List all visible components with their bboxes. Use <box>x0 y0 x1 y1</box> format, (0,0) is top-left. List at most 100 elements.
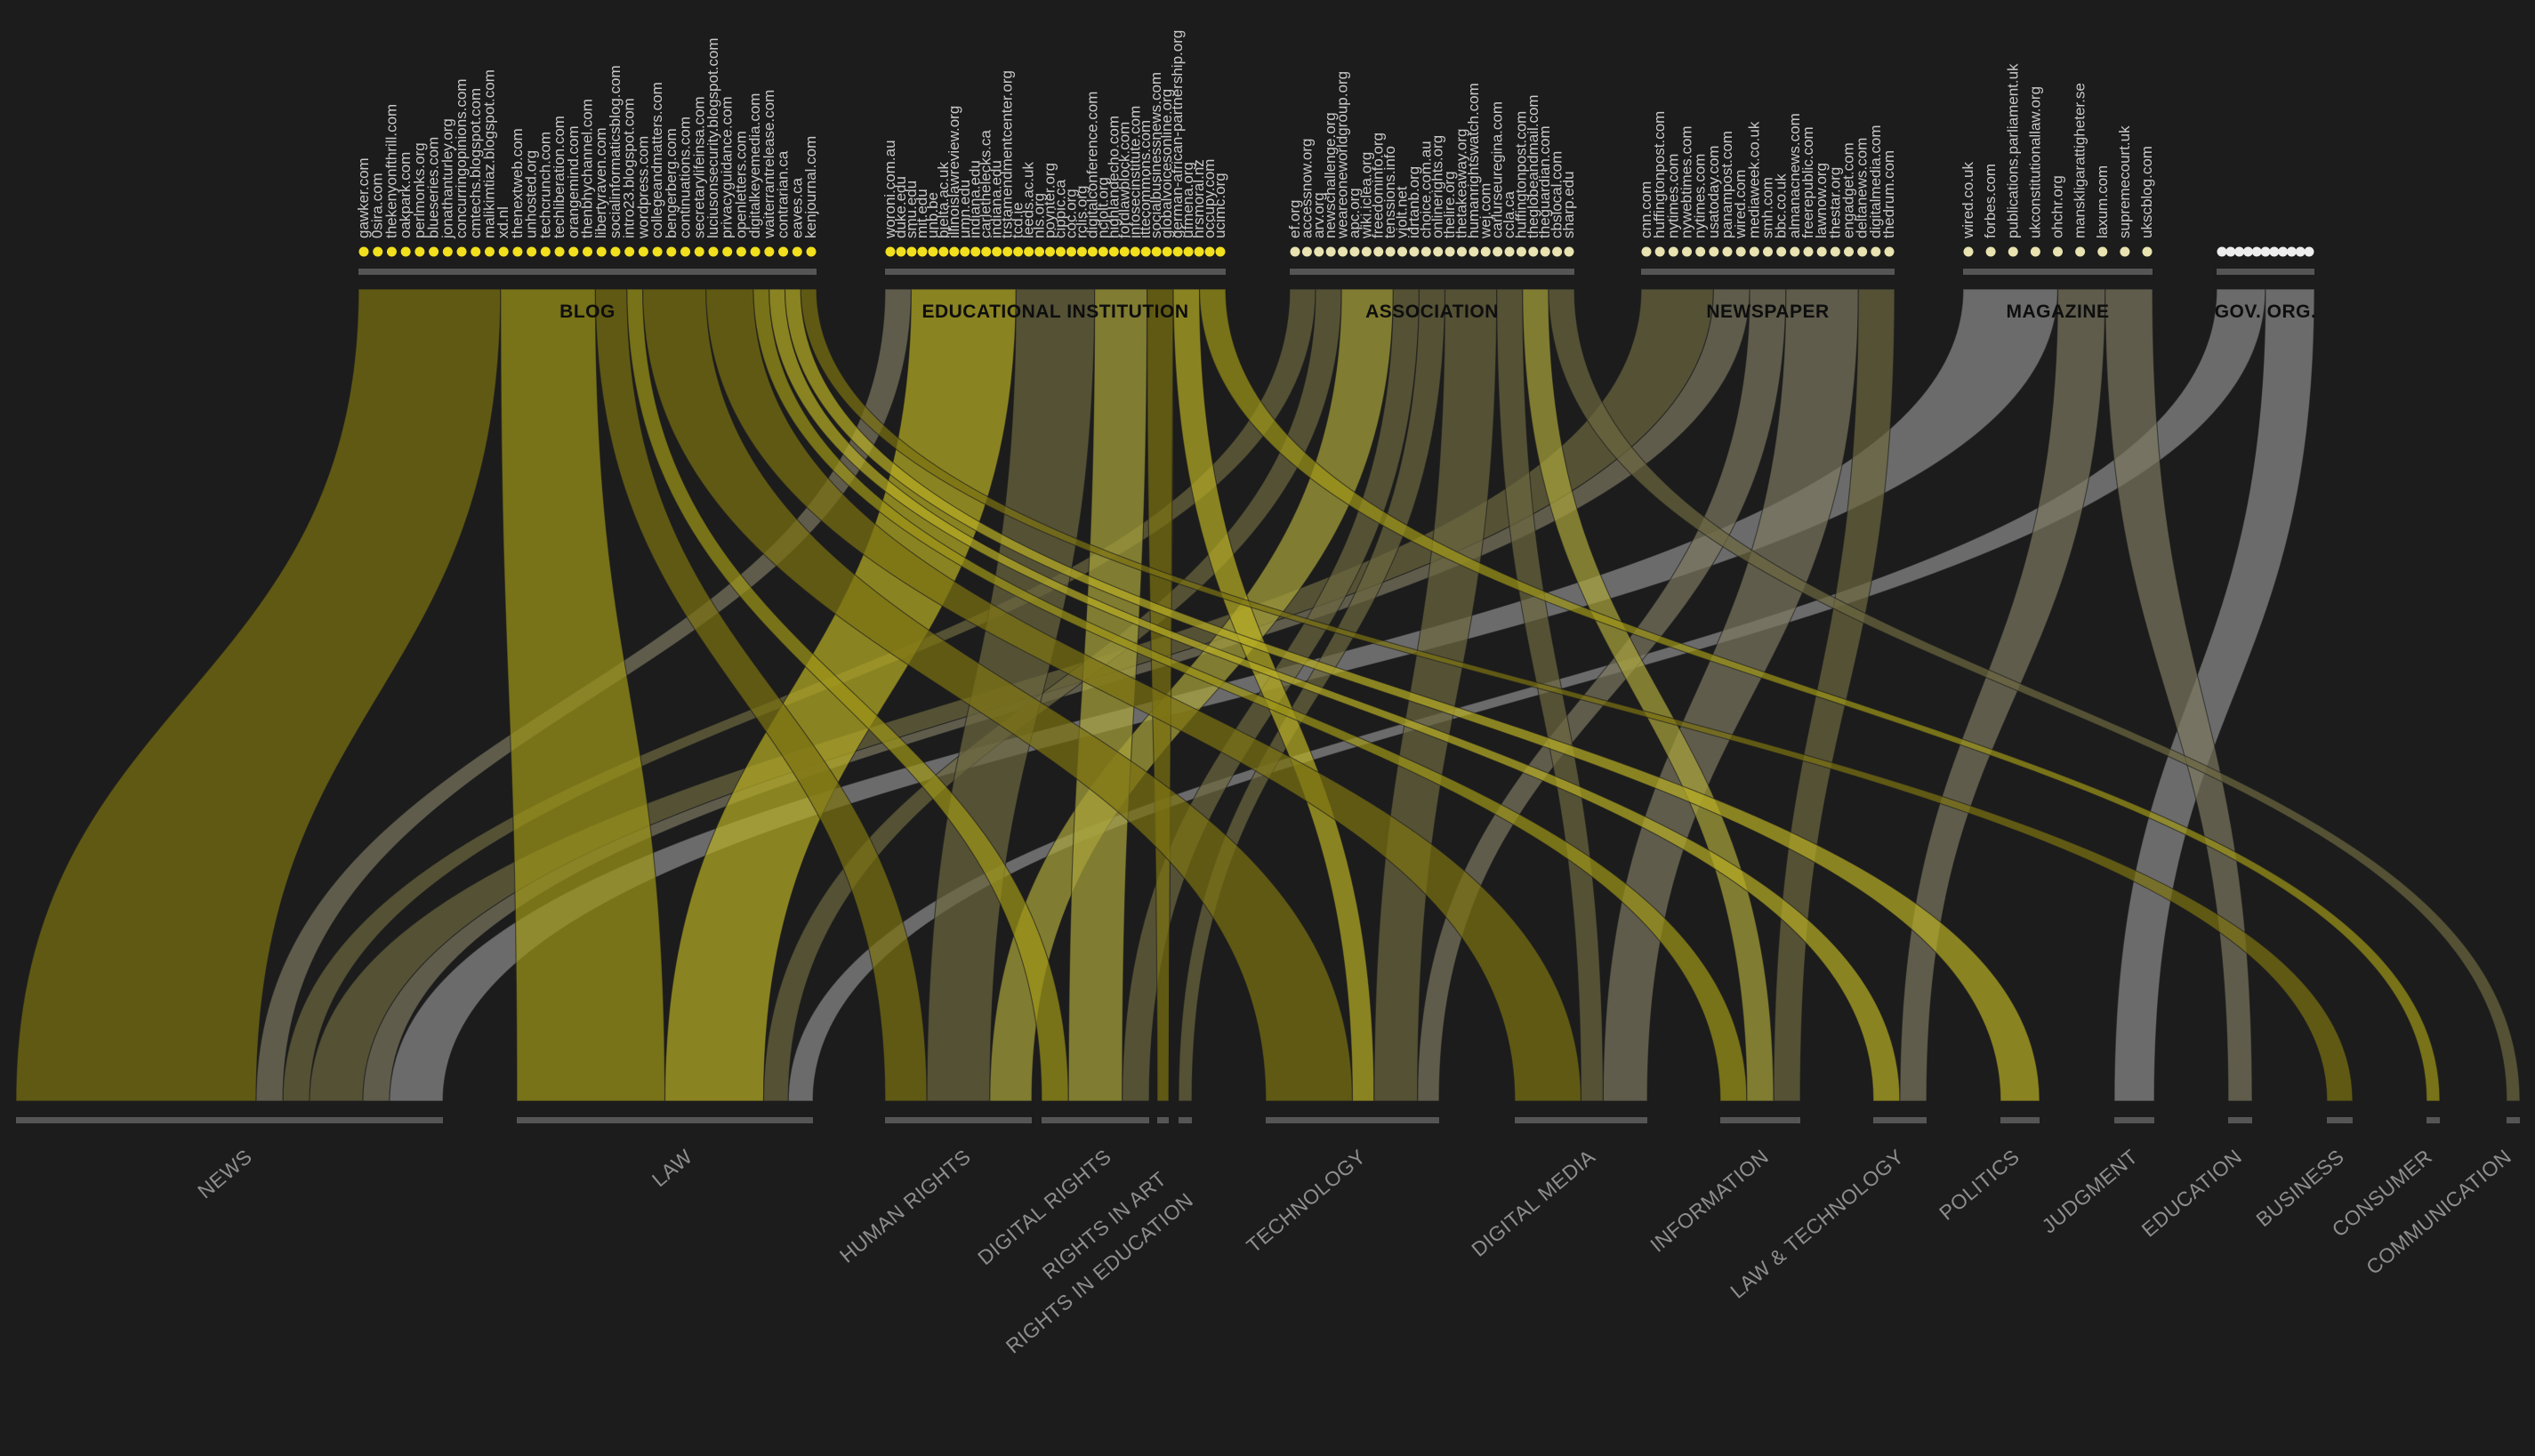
site-label[interactable]: trstamendmentcenter.org <box>999 70 1016 238</box>
site-dot[interactable] <box>2304 246 2314 257</box>
site-label[interactable]: panampost.com <box>1718 131 1735 238</box>
site-dot[interactable] <box>1290 246 1300 257</box>
site-label[interactable]: idrtanb.org <box>1405 166 1422 238</box>
site-label[interactable]: cbslocal.com <box>1549 151 1565 238</box>
site-dot[interactable] <box>885 246 896 257</box>
site-label[interactable]: ukscblog.com <box>2138 146 2155 238</box>
site-label[interactable]: perlmonks.org <box>411 142 428 238</box>
site-label[interactable]: thedrum.com <box>1880 150 1897 238</box>
site-dot[interactable] <box>1528 246 1539 257</box>
site-dot[interactable] <box>1098 246 1108 257</box>
site-label[interactable]: orangemind.com <box>565 125 582 238</box>
site-dot[interactable] <box>806 246 817 257</box>
site-dot[interactable] <box>981 246 992 257</box>
site-dot[interactable] <box>624 246 635 257</box>
site-label[interactable]: almanacnews.com <box>1786 113 1803 238</box>
site-label[interactable]: continuations.com <box>677 117 694 238</box>
site-dot[interactable] <box>2278 246 2289 257</box>
site-label[interactable]: jonathanturley.org <box>439 118 455 239</box>
site-dot[interactable] <box>373 246 383 257</box>
site-dot[interactable] <box>1985 246 1996 257</box>
site-label[interactable]: gawker.com <box>355 157 372 238</box>
site-dot[interactable] <box>1857 246 1868 257</box>
site-dot[interactable] <box>949 246 960 257</box>
site-label[interactable]: usatoday.com <box>1705 145 1722 238</box>
site-dot[interactable] <box>554 246 565 257</box>
site-dot[interactable] <box>442 246 453 257</box>
site-label[interactable]: digitalmedia.com <box>1867 125 1884 238</box>
site-dot[interactable] <box>2008 246 2018 257</box>
site-dot[interactable] <box>938 246 949 257</box>
site-label[interactable]: thenbhychannel.com <box>579 99 596 238</box>
site-label[interactable]: ccla.ca <box>1501 191 1517 238</box>
site-dot[interactable] <box>1055 246 1066 257</box>
site-label[interactable]: openletters.com <box>732 131 749 238</box>
site-dot[interactable] <box>610 246 621 257</box>
site-dot[interactable] <box>1493 246 1503 257</box>
site-dot[interactable] <box>583 246 592 257</box>
site-dot[interactable] <box>2295 246 2306 257</box>
site-label[interactable]: thekenyonfthrill.com <box>382 104 399 238</box>
site-dot[interactable] <box>358 246 369 257</box>
site-label[interactable]: techliberation.com <box>551 116 567 238</box>
site-label[interactable]: xd.nl <box>495 206 511 238</box>
site-dot[interactable] <box>1002 246 1013 257</box>
site-dot[interactable] <box>2142 246 2153 257</box>
site-dot[interactable] <box>1871 246 1881 257</box>
site-label[interactable]: waiterrantrelease.com <box>760 90 777 239</box>
site-label[interactable]: concurringopinions.com <box>453 78 470 238</box>
site-label[interactable]: luciusonsecurity.blogspot.com <box>704 37 721 238</box>
site-label[interactable]: laxum.com <box>2094 165 2111 238</box>
site-label[interactable]: ef.org <box>1286 200 1303 238</box>
site-dot[interactable] <box>1066 246 1076 257</box>
site-label[interactable]: deltanews.com <box>1854 138 1871 238</box>
site-dot[interactable] <box>1830 246 1840 257</box>
site-label[interactable]: rclis.org <box>1073 185 1090 238</box>
site-dot[interactable] <box>1034 246 1045 257</box>
site-label[interactable]: bbc.co.uk <box>1773 173 1790 238</box>
site-dot[interactable] <box>1654 246 1665 257</box>
site-dot[interactable] <box>1172 246 1183 257</box>
site-dot[interactable] <box>1816 246 1827 257</box>
site-dot[interactable] <box>1119 246 1130 257</box>
site-label[interactable]: huffingtonpost.com <box>1512 111 1529 238</box>
site-dot[interactable] <box>694 246 704 257</box>
site-label[interactable]: techcrunch.com <box>536 132 553 238</box>
site-dot[interactable] <box>1373 246 1384 257</box>
site-dot[interactable] <box>1314 246 1324 257</box>
site-label[interactable]: cnn.com <box>1638 181 1654 238</box>
site-dot[interactable] <box>1301 246 1312 257</box>
site-label[interactable]: tcd.ie <box>1010 202 1026 238</box>
site-label[interactable]: collegeandmatters.com <box>648 82 665 238</box>
site-label[interactable]: vjolt.net <box>1394 186 1411 238</box>
site-dot[interactable] <box>1204 246 1215 257</box>
site-label[interactable]: coc.org <box>1062 189 1079 238</box>
site-dot[interactable] <box>1397 246 1408 257</box>
site-label[interactable]: ncjolt.org <box>1094 177 1111 238</box>
site-dot[interactable] <box>1504 246 1515 257</box>
site-dot[interactable] <box>1162 246 1172 257</box>
site-dot[interactable] <box>512 246 523 257</box>
site-label[interactable]: sharp.edu <box>1560 171 1577 238</box>
site-label[interactable]: tenssions.info <box>1381 146 1398 238</box>
site-dot[interactable] <box>1884 246 1895 257</box>
site-dot[interactable] <box>2053 246 2063 257</box>
site-dot[interactable] <box>1963 246 1974 257</box>
site-dot[interactable] <box>680 246 691 257</box>
site-label[interactable]: freedominfo.org <box>1370 133 1387 238</box>
site-label[interactable]: arv.org <box>1310 192 1327 238</box>
site-label[interactable]: ittecommons.com <box>1137 120 1154 238</box>
site-label[interactable]: accessnow.org <box>1298 139 1315 238</box>
site-dot[interactable] <box>1087 246 1098 257</box>
site-dot[interactable] <box>471 246 481 257</box>
site-label[interactable]: lawnow.org <box>1813 163 1830 238</box>
site-label[interactable]: supremecourt.uk <box>2116 125 2133 238</box>
site-dot[interactable] <box>2075 246 2086 257</box>
site-dot[interactable] <box>596 246 607 257</box>
site-label[interactable]: leeds.ac.uk <box>1020 162 1037 238</box>
site-label[interactable]: ukconstitutionallaw.org <box>2026 86 2043 238</box>
site-label[interactable]: freerepublic.com <box>1799 126 1816 238</box>
site-label[interactable]: bjelta.ac.uk <box>935 162 952 238</box>
site-label[interactable]: onlinerights.org <box>1429 135 1446 238</box>
site-dot[interactable] <box>1709 246 1719 257</box>
